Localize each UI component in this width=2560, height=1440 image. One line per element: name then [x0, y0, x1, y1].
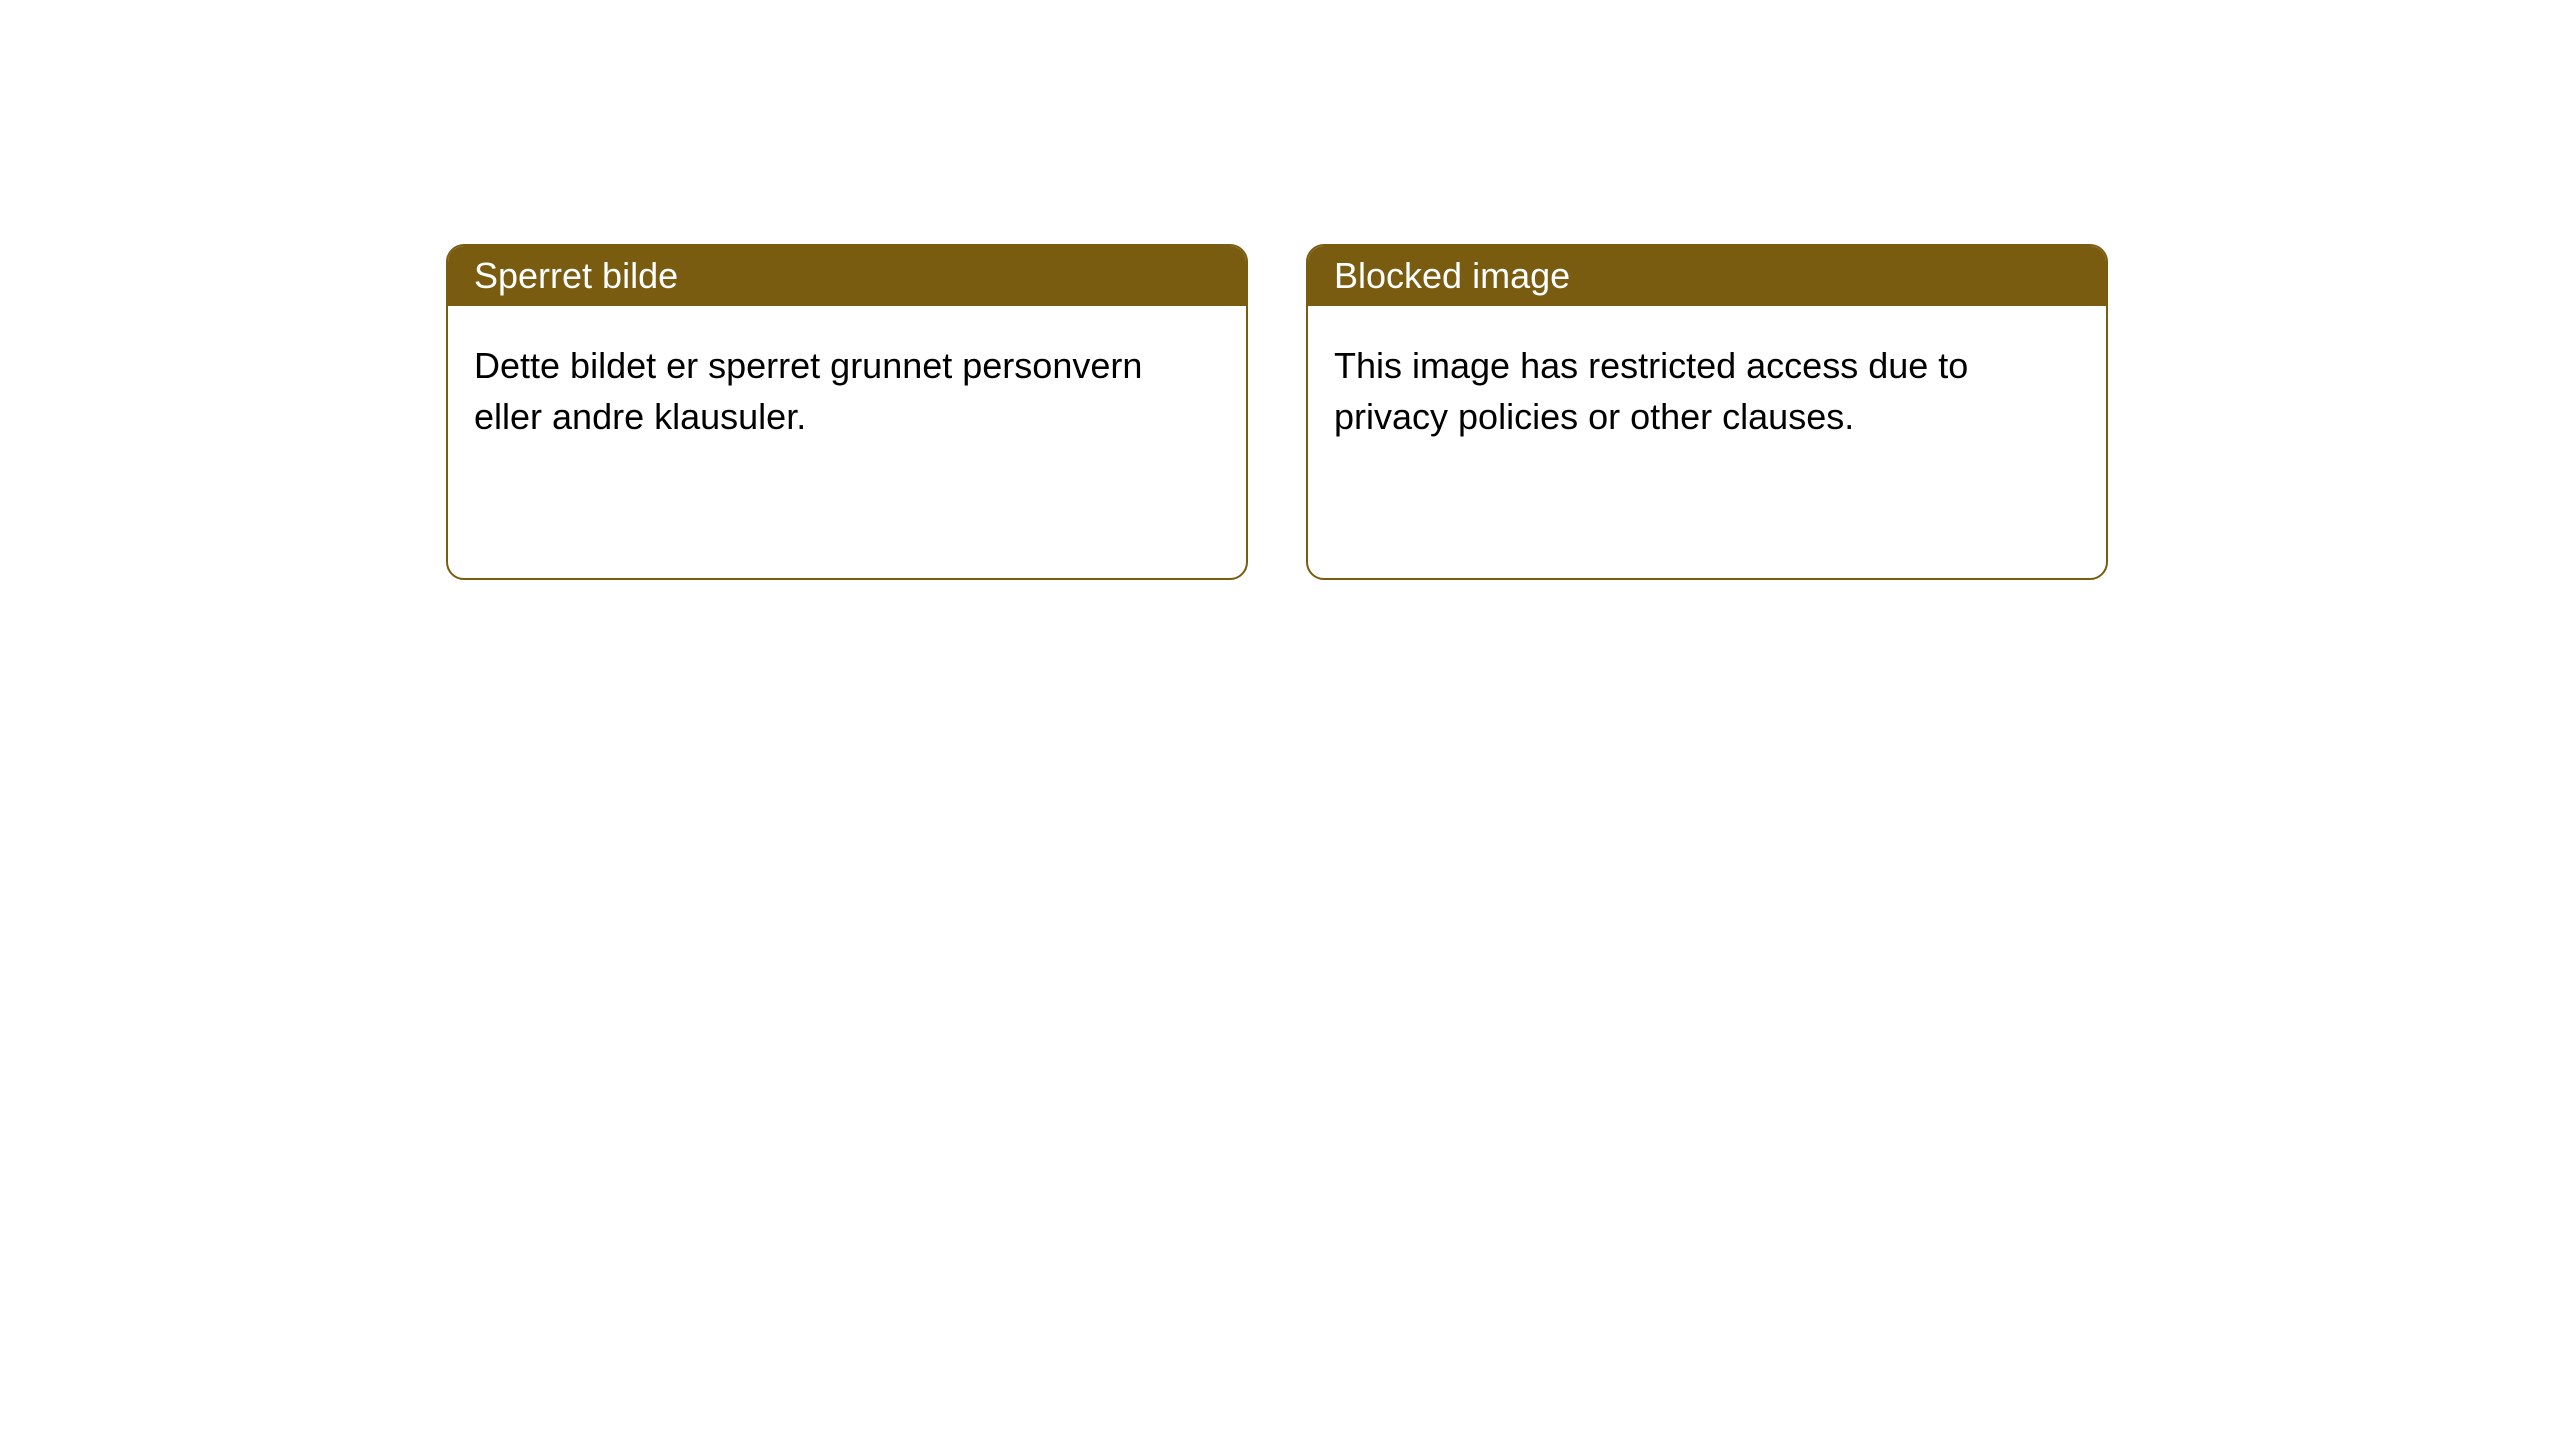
card-body: Dette bildet er sperret grunnet personve… [448, 306, 1246, 476]
notice-container: Sperret bilde Dette bildet er sperret gr… [0, 0, 2560, 580]
card-header: Blocked image [1308, 246, 2106, 306]
card-header: Sperret bilde [448, 246, 1246, 306]
notice-card-english: Blocked image This image has restricted … [1306, 244, 2108, 580]
notice-card-norwegian: Sperret bilde Dette bildet er sperret gr… [446, 244, 1248, 580]
card-body: This image has restricted access due to … [1308, 306, 2106, 476]
